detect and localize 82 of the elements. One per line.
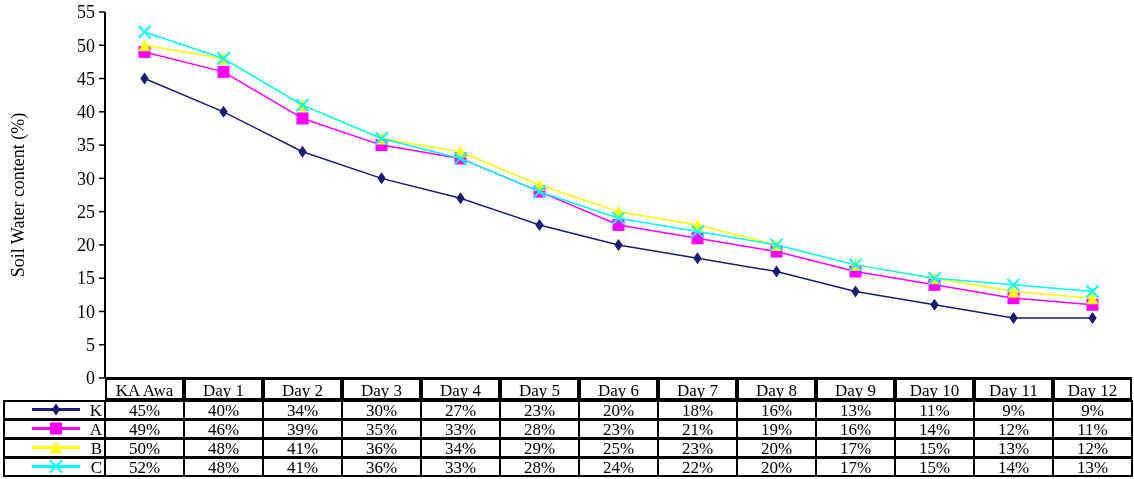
- data-label: 48%: [207, 458, 240, 478]
- data-label: 46%: [207, 420, 240, 440]
- data-label: 23%: [681, 439, 714, 459]
- data-label: 36%: [365, 439, 398, 459]
- data-label: 50%: [128, 439, 161, 459]
- data-label: 13%: [997, 439, 1030, 459]
- data-label: 11%: [919, 401, 950, 421]
- data-label: 34%: [444, 439, 477, 459]
- data-label: 34%: [286, 401, 319, 421]
- data-label: 52%: [128, 458, 161, 478]
- y-tick-label: 30: [77, 168, 95, 189]
- y-tick-label: 55: [77, 2, 95, 23]
- data-label: 20%: [760, 439, 793, 459]
- x-tick-label: Day 4: [439, 380, 482, 400]
- y-tick-label: 15: [77, 268, 95, 289]
- data-label: 18%: [681, 401, 714, 421]
- data-label: 14%: [997, 458, 1030, 478]
- data-label: 15%: [918, 439, 951, 459]
- data-label: 30%: [365, 401, 398, 421]
- x-tick-label: Day 11: [989, 380, 1038, 400]
- y-tick-label: 0: [86, 368, 95, 389]
- data-label: 14%: [918, 420, 951, 440]
- data-label: 13%: [839, 401, 872, 421]
- data-label: 20%: [760, 458, 793, 478]
- data-label: 12%: [997, 420, 1030, 440]
- data-label: 24%: [602, 458, 635, 478]
- data-label: 28%: [523, 458, 556, 478]
- data-label: 27%: [444, 401, 477, 421]
- data-label: 29%: [523, 439, 556, 459]
- x-tick-label: Day 6: [597, 380, 640, 400]
- x-tick-label: Day 7: [676, 380, 719, 400]
- y-tick-label: 10: [77, 301, 95, 322]
- data-label: 19%: [760, 420, 793, 440]
- x-tick-label: Day 9: [834, 380, 877, 400]
- data-label: 40%: [207, 401, 240, 421]
- data-label: 36%: [365, 458, 398, 478]
- data-label: 45%: [128, 401, 161, 421]
- data-label: 41%: [286, 439, 319, 459]
- x-tick-label: Day 10: [909, 380, 960, 400]
- data-label: 16%: [839, 420, 872, 440]
- data-label: 39%: [286, 420, 319, 440]
- data-label: 35%: [365, 420, 398, 440]
- data-label: 48%: [207, 439, 240, 459]
- y-tick-label: 35: [77, 135, 95, 156]
- y-tick-label: 50: [77, 35, 95, 56]
- data-label: 9%: [1002, 401, 1025, 421]
- data-label: 11%: [1077, 420, 1108, 440]
- data-label: 23%: [602, 420, 635, 440]
- data-label: 12%: [1076, 439, 1109, 459]
- legend-label: A: [89, 420, 103, 440]
- data-label: 49%: [128, 420, 161, 440]
- data-label: 17%: [839, 458, 872, 478]
- x-tick-label: Day 3: [360, 380, 403, 400]
- x-tick-label: KA Awa: [115, 380, 174, 400]
- x-tick-label: Day 2: [281, 380, 324, 400]
- y-axis-title: Soil Water content (%): [8, 112, 29, 278]
- data-label: 17%: [839, 439, 872, 459]
- y-tick-label: 25: [77, 201, 95, 222]
- x-tick-label: Day 1: [202, 380, 245, 400]
- data-label: 9%: [1081, 401, 1104, 421]
- y-tick-label: 45: [77, 68, 95, 89]
- data-label: 15%: [918, 458, 951, 478]
- legend-label: K: [89, 401, 103, 421]
- data-label: 25%: [602, 439, 635, 459]
- y-tick-label: 40: [77, 102, 95, 123]
- data-label: 33%: [444, 458, 477, 478]
- data-label: 28%: [523, 420, 556, 440]
- legend-label: C: [90, 458, 102, 478]
- data-label: 16%: [760, 401, 793, 421]
- legend-label: B: [90, 439, 102, 459]
- data-label: 22%: [681, 458, 714, 478]
- data-label: 33%: [444, 420, 477, 440]
- y-tick-label: 20: [77, 235, 95, 256]
- data-label: 13%: [1076, 458, 1109, 478]
- x-tick-label: Day 5: [518, 380, 561, 400]
- data-label: 20%: [602, 401, 635, 421]
- x-tick-label: Day 8: [755, 380, 798, 400]
- y-tick-label: 5: [86, 335, 95, 356]
- data-label: 21%: [681, 420, 714, 440]
- x-tick-label: Day 12: [1067, 380, 1118, 400]
- data-label: 23%: [523, 401, 556, 421]
- data-label: 41%: [286, 458, 319, 478]
